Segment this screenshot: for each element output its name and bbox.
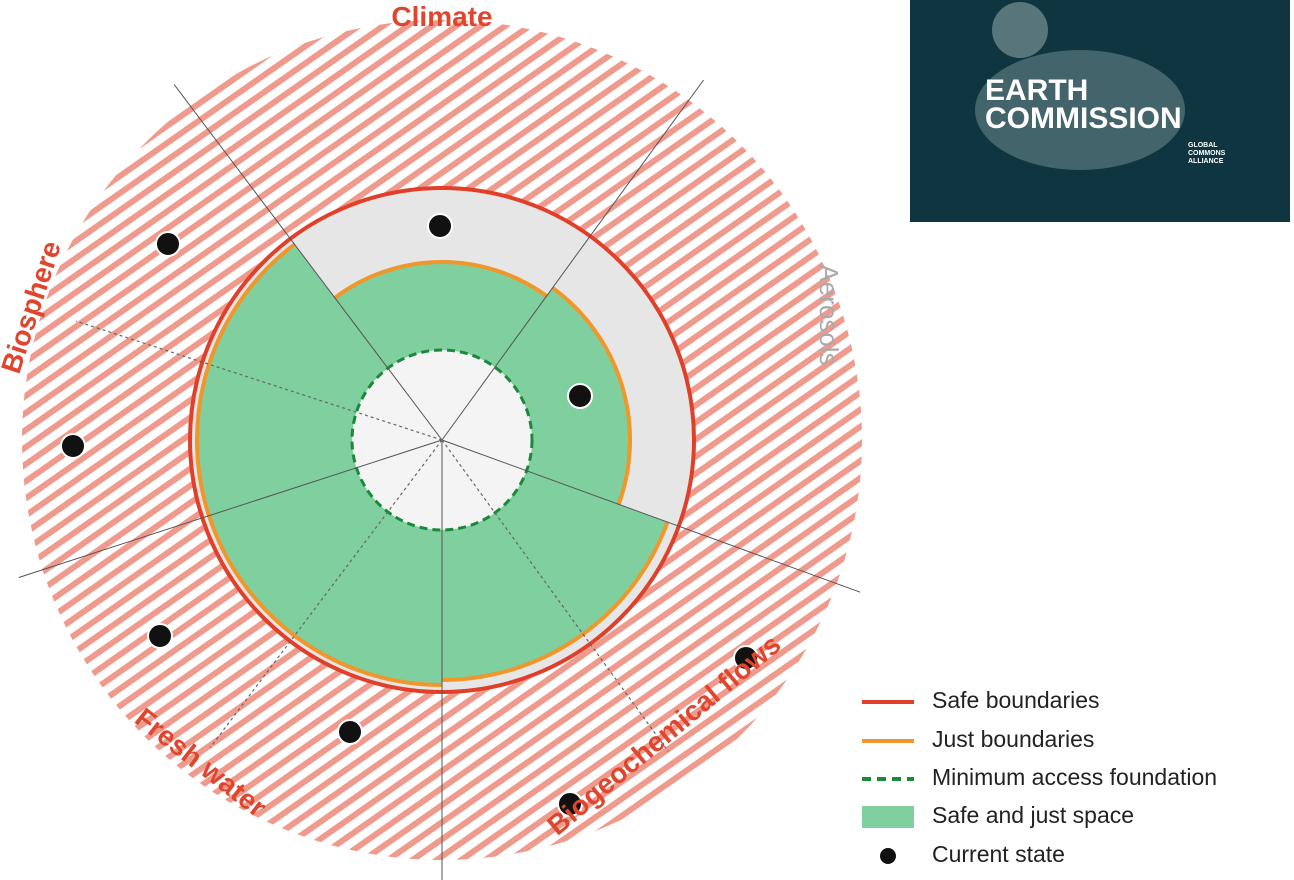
just-boundary [441,521,670,682]
legend-label: Safe and just space [932,802,1134,828]
dot [337,719,363,745]
dot [567,383,593,409]
subsector-divider [75,320,443,441]
sector-divider [173,84,443,441]
dot [147,623,173,649]
dot [733,645,759,671]
dot [427,213,453,239]
earth-icon [992,2,1048,58]
just-boundary [551,286,632,505]
dot [155,231,181,257]
sector-divider [441,439,861,593]
just-boundary [333,260,548,300]
legend-swatch [880,848,896,864]
subsector-divider [209,439,443,748]
dot [60,433,86,459]
sector-label: Climate [391,1,492,32]
leaf [975,50,1185,170]
sector-label: Aerosols [814,264,844,365]
logo-text: COMMISSION [985,102,1182,135]
logo-tagline: ALLIANCE [1188,158,1224,165]
subsector-divider [441,439,669,752]
legend-label: Just boundaries [932,726,1094,752]
logo-tagline: GLOBAL [1188,142,1218,149]
legend-swatch [862,806,914,828]
logo-text: EARTH [985,74,1088,107]
sector-divider [18,439,443,578]
logo-tagline: COMMONS [1188,150,1226,157]
just-boundary [207,515,443,687]
current-states [60,213,759,817]
legend-label: Safe boundaries [932,687,1100,713]
dot [557,791,583,817]
legend-label: Minimum access foundation [932,764,1217,790]
legend-label: Current state [932,841,1065,867]
just-boundary [195,242,296,517]
sector-divider [441,79,704,441]
